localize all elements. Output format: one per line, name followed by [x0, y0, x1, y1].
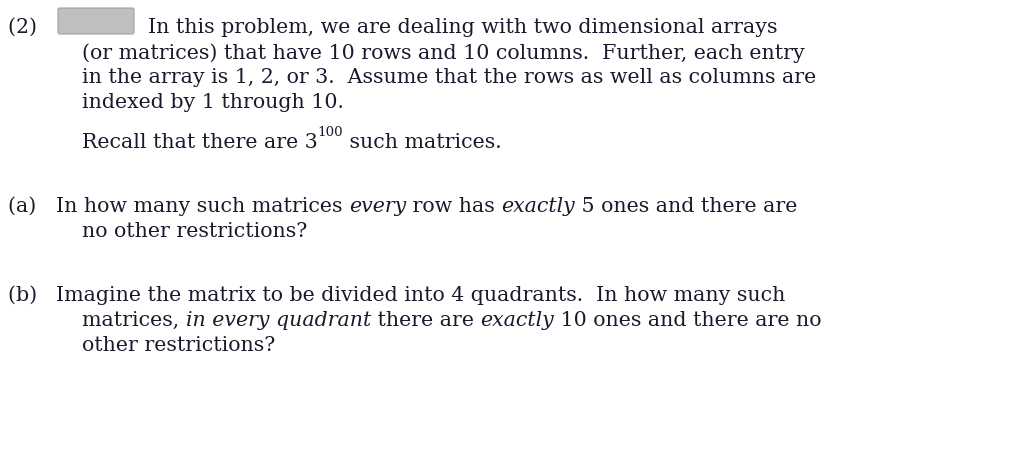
FancyBboxPatch shape: [58, 8, 133, 34]
Text: there are: there are: [371, 311, 480, 330]
Text: indexed by 1 through 10.: indexed by 1 through 10.: [82, 93, 343, 112]
Text: exactly: exactly: [480, 311, 553, 330]
Text: 10 ones and there are no: 10 ones and there are no: [553, 311, 821, 330]
Text: (or matrices) that have 10 rows and 10 columns.  Further, each entry: (or matrices) that have 10 rows and 10 c…: [82, 43, 804, 63]
Text: exactly: exactly: [501, 197, 575, 216]
Text: other restrictions?: other restrictions?: [82, 336, 275, 355]
Text: 5 ones and there are: 5 ones and there are: [575, 197, 797, 216]
Text: in the array is 1, 2, or 3.  Assume that the rows as well as columns are: in the array is 1, 2, or 3. Assume that …: [82, 68, 815, 87]
Text: In how many such matrices: In how many such matrices: [56, 197, 348, 216]
Text: (2): (2): [8, 18, 44, 37]
Text: Imagine the matrix to be divided into 4 quadrants.  In how many such: Imagine the matrix to be divided into 4 …: [56, 286, 785, 305]
Text: every: every: [348, 197, 406, 216]
Text: (b): (b): [8, 286, 44, 305]
Text: In this problem, we are dealing with two dimensional arrays: In this problem, we are dealing with two…: [148, 18, 776, 37]
Text: matrices,: matrices,: [82, 311, 185, 330]
Text: such matrices.: such matrices.: [343, 133, 501, 152]
Text: 100: 100: [318, 126, 343, 139]
Text: (a): (a): [8, 197, 43, 216]
Text: in every quadrant: in every quadrant: [185, 311, 371, 330]
Text: Recall that there are 3: Recall that there are 3: [82, 133, 318, 152]
Text: no other restrictions?: no other restrictions?: [82, 222, 307, 241]
Text: row has: row has: [406, 197, 501, 216]
